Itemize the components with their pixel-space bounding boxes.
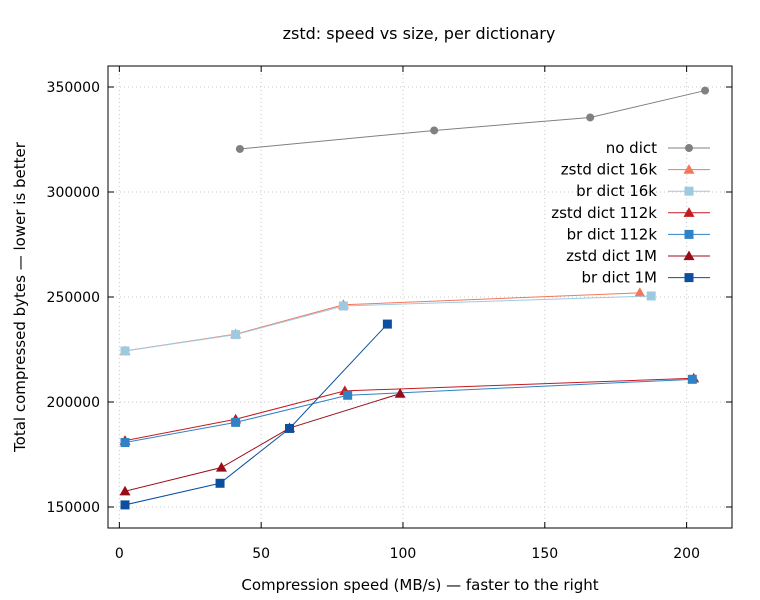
- series-line: [124, 292, 640, 352]
- x-tick-label: 150: [531, 546, 558, 562]
- series-line: [124, 295, 652, 352]
- x-tick-label: 50: [252, 546, 270, 562]
- series-line: [239, 90, 706, 150]
- data-point: [394, 388, 406, 398]
- x-axis-label: Compression speed (MB/s) — faster to the…: [241, 576, 598, 594]
- x-tick-label: 100: [390, 546, 417, 562]
- legend-label: br dict 112k: [567, 225, 658, 243]
- series-line: [124, 393, 401, 492]
- y-tick-label: 250000: [47, 290, 100, 306]
- data-point: [120, 346, 130, 356]
- series-line: [124, 378, 693, 444]
- series-layer: [119, 86, 710, 510]
- data-point: [231, 330, 241, 340]
- legend-label: br dict 1M: [581, 269, 657, 287]
- ticks-layer: 0 50 100 150 200 150000 200000 250000 300000 3500…: [47, 66, 732, 562]
- legend-marker: [684, 229, 694, 239]
- data-point: [382, 319, 392, 329]
- legend-label: zstd dict 112k: [551, 204, 657, 222]
- data-point: [701, 86, 710, 95]
- legend-marker: [683, 250, 695, 261]
- x-tick-label: 0: [115, 546, 124, 562]
- series-zstd-dict-1m: [119, 388, 406, 496]
- data-point: [634, 287, 646, 297]
- data-point: [586, 113, 595, 122]
- legend-entry-zstd-dict-112k: zstd dict 112k: [551, 204, 710, 222]
- x-tick-label: 200: [673, 546, 700, 562]
- data-point: [120, 500, 130, 510]
- legend-marker: [683, 207, 695, 217]
- legend-entry-zstd-dict-1m: zstd dict 1M: [566, 247, 710, 265]
- series-zstd-dict-112k: [119, 372, 700, 445]
- legend-entry-br-dict-112k: br dict 112k: [567, 225, 710, 243]
- legend-label: zstd dict 1M: [566, 247, 657, 265]
- legend-label: br dict 16k: [576, 182, 657, 200]
- legend-marker: [683, 164, 695, 174]
- legend-marker: [685, 144, 693, 152]
- chart-title: zstd: speed vs size, per dictionary: [283, 24, 556, 43]
- series-line: [124, 377, 694, 442]
- data-point: [119, 485, 131, 496]
- data-point: [231, 417, 241, 427]
- y-tick-label: 350000: [47, 80, 100, 96]
- data-point: [215, 462, 227, 472]
- legend-entry-br-dict-16k: br dict 16k: [576, 182, 710, 200]
- data-point: [120, 438, 130, 448]
- data-point: [285, 423, 295, 433]
- data-point: [338, 301, 348, 311]
- legend-label: no dict: [606, 139, 657, 157]
- grid-layer: [108, 66, 732, 528]
- y-axis-label: Total compressed bytes — lower is better: [11, 141, 29, 453]
- series-br-dict-112k: [120, 374, 697, 448]
- series-no-dict: [235, 86, 710, 153]
- data-point: [235, 144, 244, 153]
- data-point: [430, 126, 439, 135]
- y-tick-label: 150000: [47, 500, 100, 516]
- y-tick-label: 200000: [47, 395, 100, 411]
- series-br-dict-16k: [120, 291, 656, 356]
- y-tick-label: 300000: [47, 185, 100, 201]
- data-point: [646, 291, 656, 301]
- legend-marker: [684, 186, 694, 196]
- data-point: [343, 390, 353, 400]
- legend-entry-zstd-dict-16k: zstd dict 16k: [561, 161, 710, 179]
- legend-marker: [684, 273, 694, 283]
- series-zstd-dict-16k: [119, 287, 646, 356]
- legend-entry-no-dict: no dict: [606, 139, 710, 157]
- legend-entry-br-dict-1m: br dict 1M: [581, 269, 710, 287]
- data-point: [215, 478, 225, 488]
- legend-label: zstd dict 16k: [561, 161, 658, 179]
- series-line: [124, 323, 388, 506]
- data-point: [687, 374, 697, 384]
- legend: no dict zstd dict 16k br dict 16k zstd dict…: [551, 139, 710, 287]
- series-br-dict-1m: [120, 319, 392, 510]
